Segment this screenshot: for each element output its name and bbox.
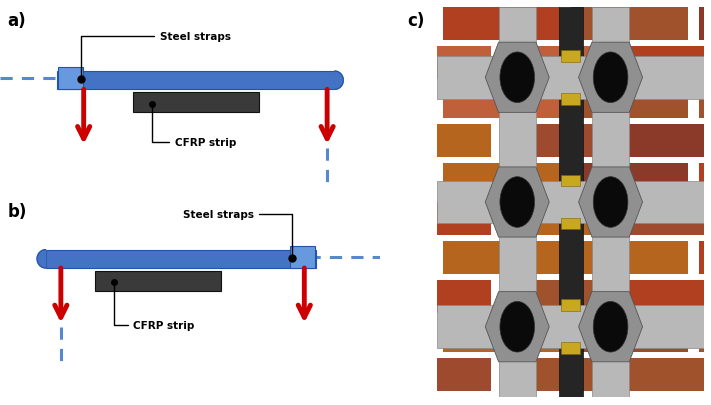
Bar <box>58 68 82 90</box>
Bar <box>501 202 619 235</box>
Bar <box>561 94 580 105</box>
Bar <box>570 8 688 41</box>
Polygon shape <box>485 292 549 362</box>
Bar <box>561 51 580 62</box>
Bar <box>373 125 491 158</box>
Text: c): c) <box>407 12 424 30</box>
Polygon shape <box>579 168 643 237</box>
Bar <box>57 72 335 90</box>
Bar <box>373 202 491 235</box>
Polygon shape <box>485 168 549 237</box>
Text: a): a) <box>8 12 26 30</box>
Text: Steel straps: Steel straps <box>81 32 231 77</box>
Bar <box>442 86 560 119</box>
Bar <box>698 241 711 274</box>
Bar <box>437 305 704 348</box>
Bar <box>373 280 491 313</box>
Bar <box>314 86 432 119</box>
Bar <box>561 175 580 187</box>
Bar <box>95 271 220 292</box>
Bar <box>314 241 432 274</box>
Bar <box>629 202 711 235</box>
Bar <box>373 358 491 391</box>
Circle shape <box>593 302 628 352</box>
Bar <box>559 8 582 397</box>
Polygon shape <box>579 292 643 362</box>
Bar <box>314 164 432 196</box>
Bar <box>133 93 259 113</box>
Bar <box>501 47 619 80</box>
Circle shape <box>500 302 535 352</box>
Circle shape <box>500 177 535 228</box>
Bar <box>629 47 711 80</box>
Circle shape <box>500 53 535 103</box>
Bar <box>570 241 688 274</box>
Bar <box>561 300 580 311</box>
Bar <box>442 241 560 274</box>
Bar <box>46 250 316 268</box>
Bar <box>498 8 536 397</box>
Bar <box>437 181 704 224</box>
Bar <box>570 86 688 119</box>
Bar <box>629 125 711 158</box>
Bar <box>501 125 619 158</box>
Text: b): b) <box>8 202 27 220</box>
Bar <box>698 164 711 196</box>
Bar <box>698 8 711 41</box>
Bar <box>698 319 711 352</box>
Polygon shape <box>579 43 643 113</box>
Polygon shape <box>335 72 343 90</box>
Bar <box>698 86 711 119</box>
Bar <box>290 246 315 268</box>
Text: CFRP strip: CFRP strip <box>152 107 236 148</box>
Bar <box>442 164 560 196</box>
Bar <box>629 280 711 313</box>
Polygon shape <box>37 250 46 268</box>
Circle shape <box>593 177 628 228</box>
Bar <box>437 57 704 100</box>
Bar <box>561 343 580 354</box>
Text: CFRP strip: CFRP strip <box>114 285 195 330</box>
Bar <box>629 358 711 391</box>
Bar <box>570 319 688 352</box>
Bar <box>373 47 491 80</box>
Bar <box>442 319 560 352</box>
Bar <box>442 8 560 41</box>
Circle shape <box>593 53 628 103</box>
Bar <box>314 8 432 41</box>
Bar <box>570 164 688 196</box>
Bar <box>314 319 432 352</box>
Polygon shape <box>485 43 549 113</box>
Bar <box>501 358 619 391</box>
Bar <box>561 218 580 230</box>
Bar <box>501 280 619 313</box>
Bar <box>592 8 629 397</box>
Text: Steel straps: Steel straps <box>183 210 292 256</box>
